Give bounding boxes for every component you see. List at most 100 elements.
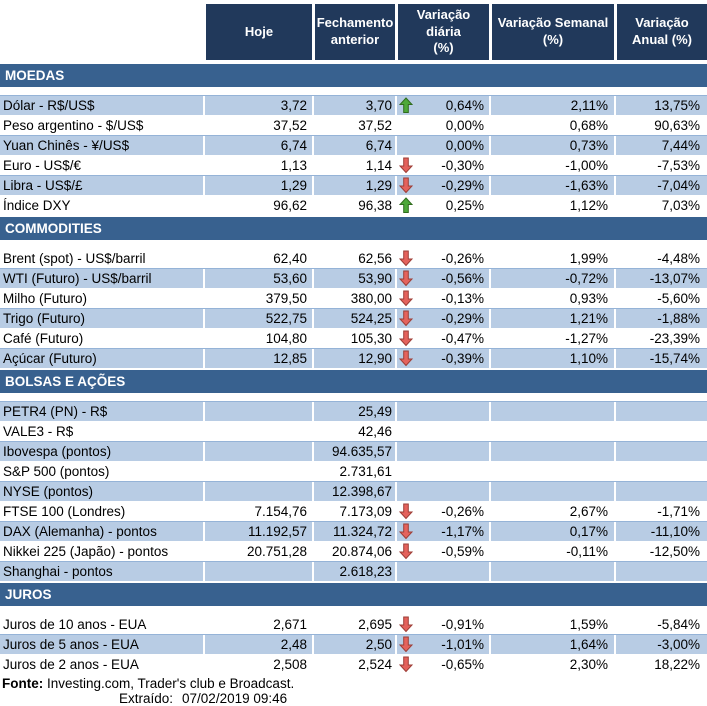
variacao-anual-cell: 90,63% [614,116,707,135]
variacao-diaria-value: -0,29% [441,311,484,326]
row-label: DAX (Alemanha) - pontos [0,522,203,541]
variacao-diaria-value: -0,39% [441,351,484,366]
row-label: Shanghai - pontos [0,562,203,581]
variacao-anual-cell [614,442,707,461]
column-header-variacao-anual: Variação Anual (%) [614,4,707,60]
variacao-diaria-cell: 0,00% [395,136,489,155]
data-row: Juros de 5 anos - EUA 2,48 2,50 -1,01% 1,64%… [0,634,707,654]
variacao-anual-cell: -15,74% [614,349,707,368]
variacao-diaria-value: -0,65% [441,657,484,672]
fechamento-anterior-cell: 3,70 [312,96,395,115]
variacao-diaria-value: -0,59% [441,544,484,559]
fechamento-anterior-cell: 11.324,72 [312,522,395,541]
row-label: Dólar - R$/US$ [0,96,203,115]
data-row: VALE3 - R$ 42,46 [0,421,707,441]
hoje-cell: 6,74 [203,136,312,155]
data-row: Dólar - R$/US$ 3,72 3,70 0,64% 2,11% 13,75% [0,95,707,115]
arrow-empty-slot [399,463,414,480]
table-body: MOEDAS Dólar - R$/US$ 3,72 3,70 0,64% 2,11% 13… [0,64,707,674]
row-label: Índice DXY [3,198,71,213]
section-band: MOEDAS [0,64,707,87]
variacao-diaria-cell: -0,29% [395,176,489,195]
hoje-cell: 53,60 [203,269,312,288]
variacao-diaria-cell: -0,39% [395,349,489,368]
variacao-semanal-cell: 1,64% [489,635,614,654]
variacao-diaria-cell [395,482,489,501]
table-footer: Fonte: Investing.com, Trader's club e Br… [0,676,707,706]
variacao-diaria-cell [395,562,489,581]
variacao-diaria-value: 0,00% [445,118,484,133]
variacao-semanal-cell [489,462,614,481]
variacao-semanal-cell: 1,99% [489,249,614,268]
row-label: Açúcar (Futuro) [0,349,203,368]
variacao-anual-cell: -4,48% [614,249,707,268]
variacao-semanal-cell [489,422,614,441]
data-row: Shanghai - pontos 2.618,23 [0,561,707,581]
variacao-diaria-value: 0,25% [445,198,484,213]
arrow-down-icon [399,157,414,174]
section-band: COMMODITIES [0,217,707,240]
row-label: Libra - US$/£ [0,176,203,195]
row-label: WTI (Futuro) - US$/barril [0,269,203,288]
variacao-diaria-cell: -0,47% [395,329,489,348]
data-row: WTI (Futuro) - US$/barril 53,60 53,90 -0,56… [0,268,707,288]
variacao-semanal-cell: -0,72% [489,269,614,288]
fechamento-anterior-cell: 42,46 [312,422,395,441]
variacao-diaria-cell: -0,13% [395,289,489,308]
hoje-cell: 2,508 [203,655,312,674]
data-row: Café (Futuro) 104,80 105,30 -0,47% -1,27% -23… [0,328,707,348]
variacao-semanal-cell: 2,11% [489,96,614,115]
variacao-semanal-cell: 1,59% [489,615,614,634]
fechamento-anterior-cell: 20.874,06 [312,542,395,561]
variacao-diaria-cell: -0,65% [395,655,489,674]
fechamento-anterior-cell: 12.398,67 [312,482,395,501]
fechamento-anterior-cell: 1,29 [312,176,395,195]
row-label: NYSE (pontos) [0,482,203,501]
row-label: PETR4 (PN) - R$ [0,402,203,421]
variacao-diaria-cell: -0,59% [395,542,489,561]
variacao-diaria-cell: 0,00% [395,116,489,135]
fechamento-anterior-cell: 12,90 [312,349,395,368]
hoje-cell: 1,29 [203,176,312,195]
variacao-diaria-cell: -1,01% [395,635,489,654]
arrow-empty-slot [399,423,414,440]
variacao-semanal-cell: 0,68% [489,116,614,135]
row-label: Peso argentino - $/US$ [3,118,144,133]
arrow-down-icon [399,250,414,267]
arrow-down-icon [399,503,414,520]
variacao-semanal-cell: 0,17% [489,522,614,541]
fechamento-anterior-cell: 2.731,61 [312,462,395,481]
arrow-down-icon [399,656,414,673]
data-row: Índice DXY 96,62 96,38 0,25% 1,12% 7,03% [0,195,707,215]
arrow-empty-slot [399,117,414,134]
fechamento-anterior-cell: 105,30 [312,329,395,348]
variacao-anual-cell: -7,53% [614,156,707,175]
section: BOLSAS E AÇÕES PETR4 (PN) - R$ 25,49 VALE3 … [0,370,707,581]
variacao-semanal-cell: 1,10% [489,349,614,368]
row-label: Juros de 5 anos - EUA [0,635,203,654]
arrow-empty-slot [399,483,414,500]
section-band: JUROS [0,583,707,606]
variacao-anual-cell [614,402,707,421]
variacao-semanal-cell: -0,11% [489,542,614,561]
variacao-diaria-value: -0,26% [441,504,484,519]
fechamento-anterior-cell: 524,25 [312,309,395,328]
variacao-diaria-cell: -0,91% [395,615,489,634]
variacao-anual-cell: -23,39% [614,329,707,348]
data-row: Juros de 10 anos - EUA 2,671 2,695 -0,91% 1,… [0,614,707,634]
data-row: Ibovespa (pontos) 94.635,57 [0,441,707,461]
row-label: Juros de 10 anos - EUA [3,617,147,632]
arrow-down-icon [399,290,414,307]
footer-source-text: Investing.com, Trader's club e Broadcast… [43,676,295,691]
variacao-semanal-cell [489,482,614,501]
variacao-semanal-cell: 1,21% [489,309,614,328]
row-label: Ibovespa (pontos) [0,442,203,461]
hoje-cell: 96,62 [203,196,312,215]
hoje-cell: 104,80 [203,329,312,348]
variacao-anual-cell: -1,88% [614,309,707,328]
arrow-down-icon [399,523,414,540]
hoje-cell: 11.192,57 [203,522,312,541]
variacao-semanal-cell [489,442,614,461]
data-row: Nikkei 225 (Japão) - pontos 20.751,28 20.8… [0,541,707,561]
variacao-diaria-value: -1,17% [441,524,484,539]
